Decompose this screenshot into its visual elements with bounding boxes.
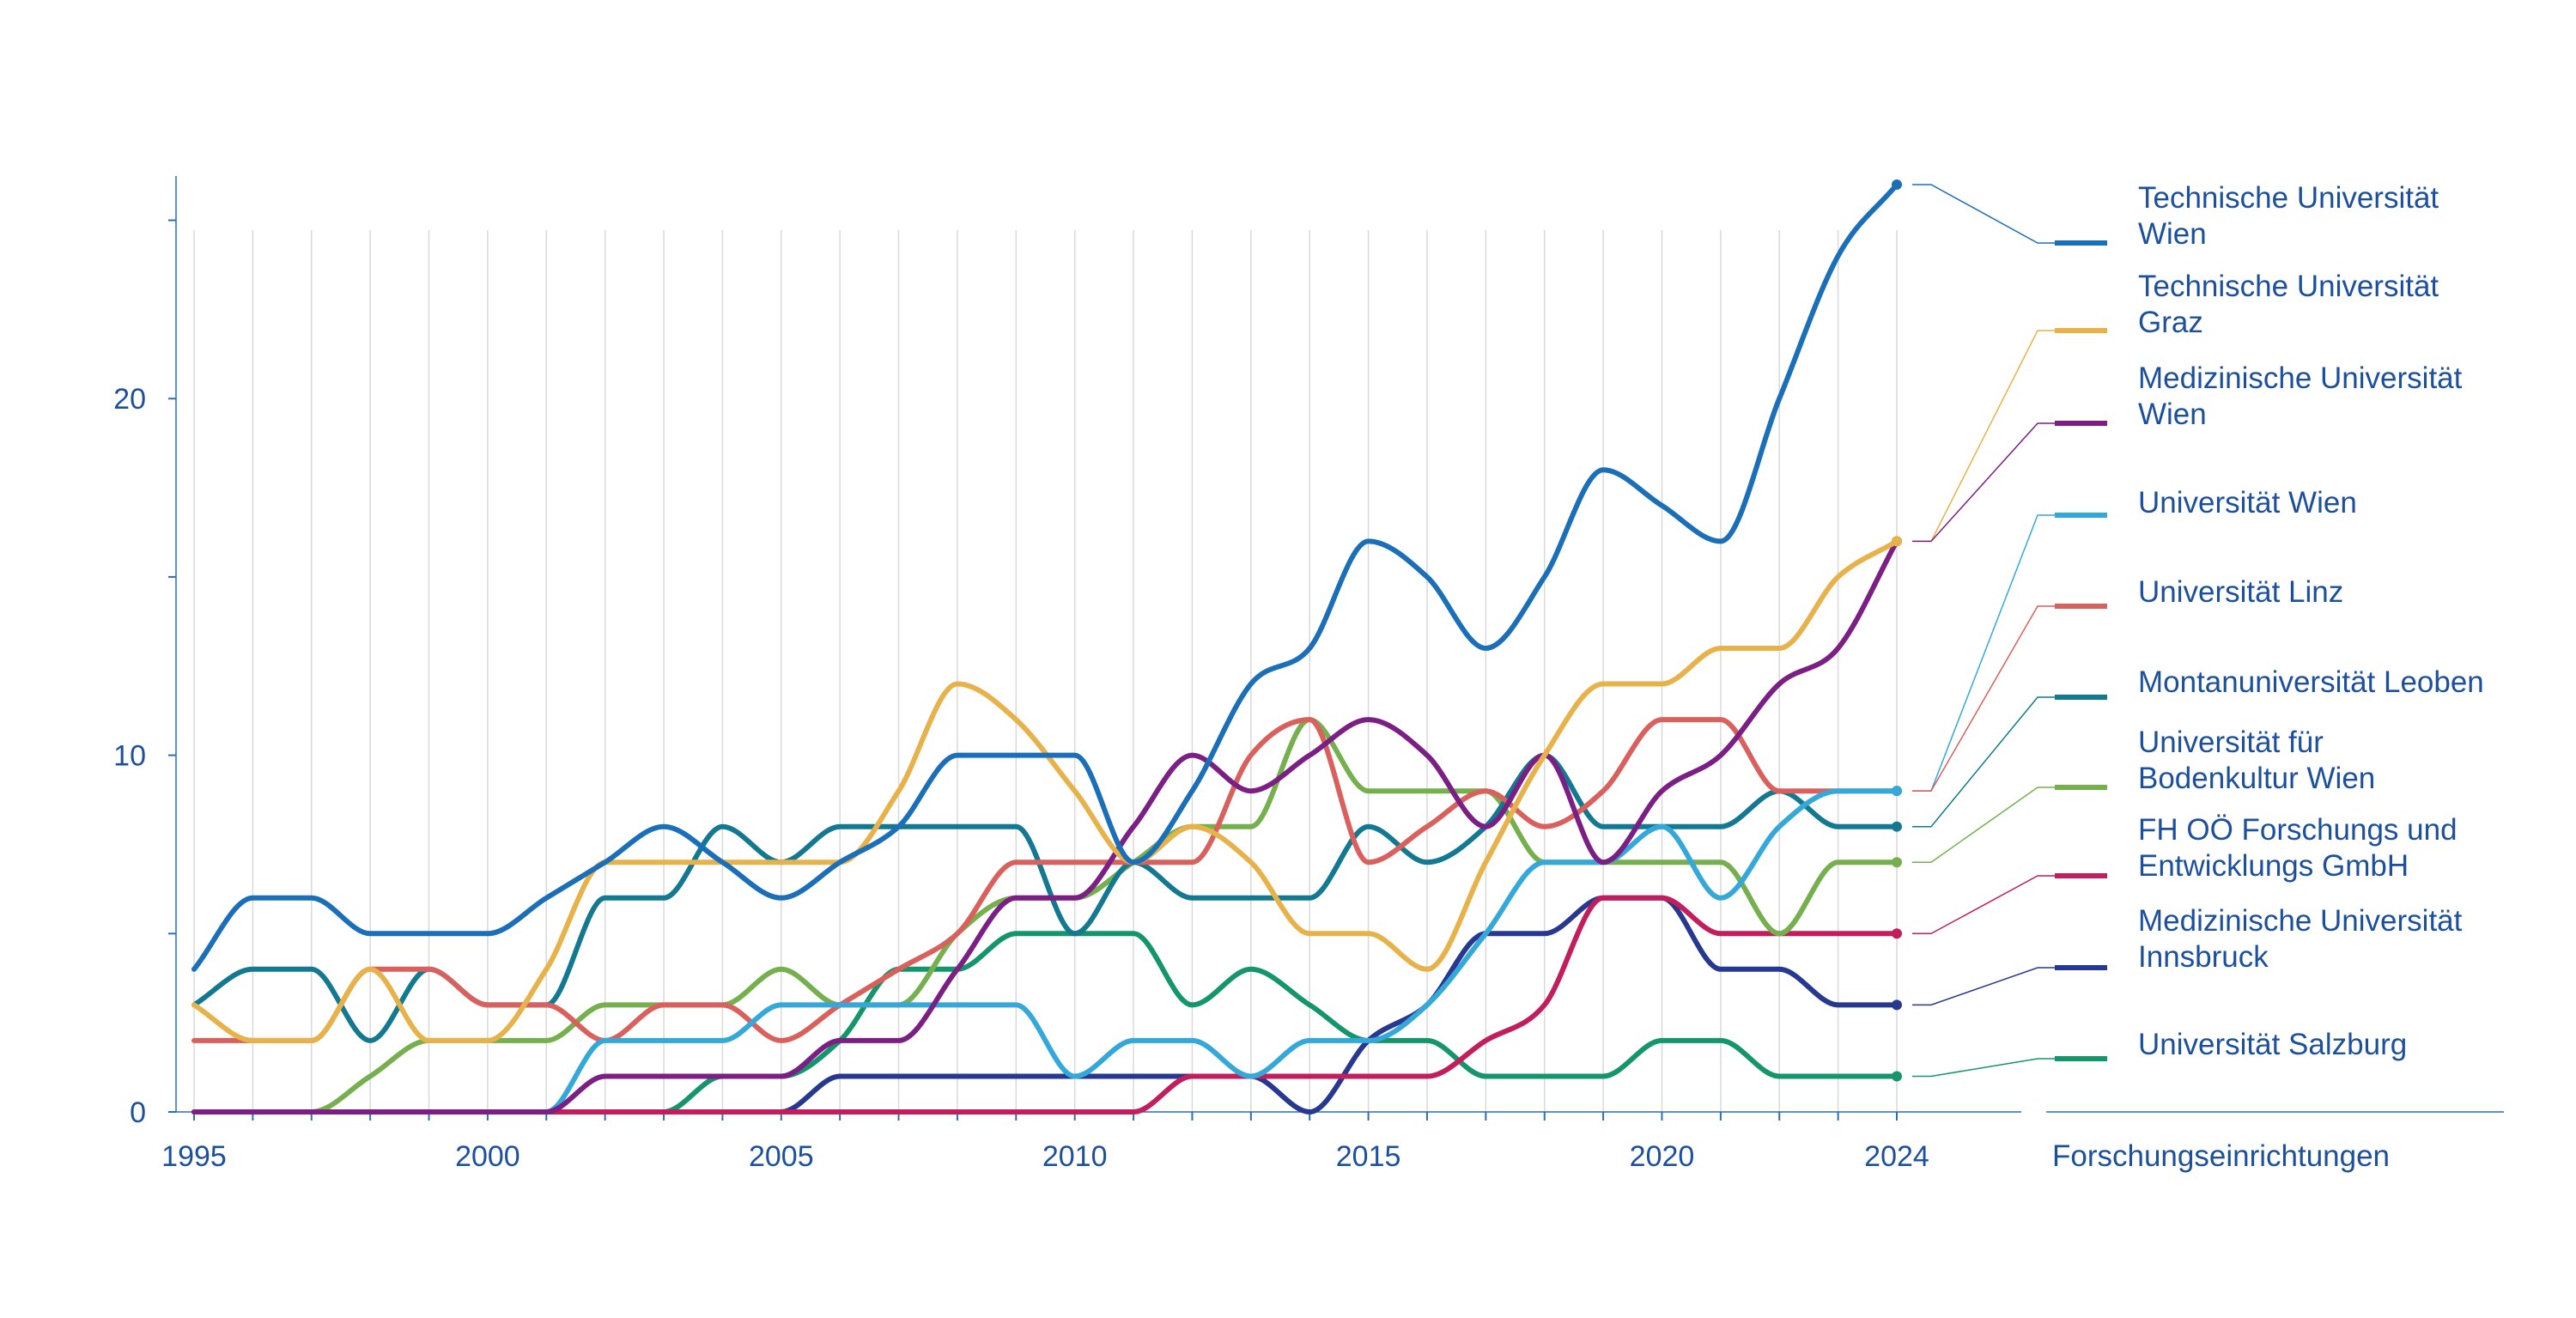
series-line-8 [191, 895, 1899, 1115]
legend-label-6: Universität für [2138, 726, 2324, 759]
series-line-4 [191, 717, 1899, 1043]
legend-label-2: Wien [2138, 398, 2207, 431]
legend-leader-7 [1912, 875, 2055, 935]
series-line-2 [191, 538, 1899, 1115]
series-end-point-5 [1892, 821, 1902, 832]
legend-label-6: Bodenkultur Wien [2138, 762, 2375, 795]
x-tick-label: 2024 [1864, 1140, 1929, 1173]
series-line-0 [191, 182, 1899, 972]
x-tick-label: 2000 [455, 1140, 520, 1173]
series-end-point-1 [1892, 536, 1902, 547]
series-line-9 [191, 931, 1899, 1115]
legend-leader-0 [1912, 184, 2055, 244]
legend-leader-8 [1912, 967, 2055, 1006]
legend-label-4: Universität Linz [2138, 575, 2343, 609]
axis-layer: 0 10 20 1995 2000 2005 2010 2015 2020 2024 [113, 176, 2504, 1173]
legend-leader-4 [1912, 605, 2055, 792]
legend-label-1: Technische Universität [2138, 270, 2439, 303]
y-tick-label: 0 [130, 1096, 146, 1129]
y-tick-label: 10 [113, 740, 146, 773]
series-end-point-0 [1892, 179, 1902, 190]
legend-label-5: Montanuniversität Leoben [2138, 665, 2484, 699]
x-tick-label: 2020 [1630, 1140, 1695, 1173]
series-layer [191, 179, 1902, 1115]
legend-label-7: FH OÖ Forschungs und [2138, 813, 2458, 847]
x-tick-label: 1995 [161, 1140, 227, 1173]
legend-label-8: Medizinische Universität [2138, 904, 2463, 938]
legend-label-1: Graz [2138, 306, 2203, 339]
series-end-point-3 [1892, 786, 1902, 797]
leader-layer [1912, 184, 2055, 1078]
series-end-point-6 [1892, 857, 1902, 868]
series-line-1 [191, 538, 1899, 1043]
legend-leader-5 [1912, 696, 2055, 828]
legend-label-0: Wien [2138, 217, 2207, 251]
legend-leader-2 [1912, 422, 2055, 543]
series-end-point-7 [1892, 928, 1902, 939]
legend-label-9: Universität Salzburg [2138, 1028, 2407, 1061]
legend-title: Forschungseinrichtungen [2052, 1139, 2390, 1173]
legend-label-3: Universität Wien [2138, 486, 2357, 519]
legend-leader-1 [1912, 330, 2055, 543]
legend-label-2: Medizinische Universität [2138, 361, 2463, 395]
x-tick-label: 2005 [749, 1140, 814, 1173]
series-end-point-9 [1892, 1071, 1902, 1082]
x-tick-label: 2010 [1042, 1140, 1108, 1173]
legend-label-0: Technische Universität [2138, 181, 2439, 215]
grid-layer [193, 230, 1898, 1112]
x-tick-label: 2015 [1336, 1140, 1401, 1173]
series-end-point-8 [1892, 999, 1902, 1011]
legend-label-8: Innsbruck [2138, 940, 2269, 974]
legend-leader-3 [1912, 514, 2055, 792]
legend-leader-6 [1912, 787, 2055, 863]
series-line-3 [191, 788, 1899, 1115]
series-line-7 [191, 895, 1899, 1115]
y-tick-label: 20 [113, 383, 146, 416]
legend-leader-9 [1912, 1058, 2055, 1078]
legend-label-7: Entwicklungs GmbH [2138, 849, 2409, 883]
